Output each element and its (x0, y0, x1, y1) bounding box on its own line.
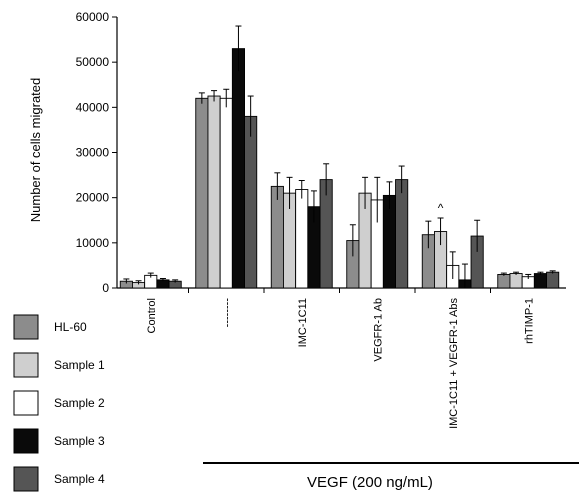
error-bar-sample-4-control (172, 279, 179, 283)
legend-label: HL-60 (54, 320, 87, 334)
error-bar-hl-60-rhtimp-1 (500, 272, 507, 276)
legend-swatch (13, 390, 39, 416)
chart-legend: HL-60 Sample 1 Sample 2 Sample 3 Sample 4 (13, 314, 105, 492)
chart-bars (119, 25, 560, 289)
legend-item-sample-1: Sample 1 (13, 352, 105, 378)
error-bar-hl-60-imc-1c11-vegfr-1-abs (425, 220, 432, 249)
y-tick-label: 0 (102, 281, 109, 295)
chart-labels: Control -------- IMC-1C11 VEGFR-1 Ab IMC-1C1… (146, 201, 536, 429)
error-bar-sample-3-imc-1c11-vegfr-1-abs (461, 263, 468, 288)
error-bar-sample-3-control (159, 278, 166, 282)
legend-item-hl-60: HL-60 (13, 314, 87, 340)
bar-sample-3-blank (231, 48, 246, 289)
error-bar-sample-1-rhtimp-1 (513, 271, 520, 275)
y-tick-label: 20000 (76, 191, 110, 205)
error-bar-sample-2-imc-1c11-vegfr-1-abs (449, 251, 456, 279)
legend-label: Sample 1 (54, 358, 105, 372)
y-axis-label: Number of cells migrated (28, 78, 43, 223)
bar-sample-4-rhtimp-1 (546, 271, 560, 289)
bar-sample-1-blank (207, 95, 221, 289)
bar-sample-3-vegfr-1-ab (382, 194, 397, 289)
bar-hl-60-rhtimp-1 (497, 274, 511, 289)
bar-hl-60-blank (195, 97, 209, 289)
error-bar-sample-1-vegfr-1-ab (362, 176, 369, 209)
legend-item-sample-4: Sample 4 (13, 466, 105, 492)
error-bar-sample-2-blank (223, 88, 230, 108)
error-bar-hl-60-imc-1c11 (274, 172, 281, 200)
error-bar-hl-60-blank (198, 92, 205, 104)
error-bar-hl-60-control (123, 278, 130, 284)
bar-sample-3-rhtimp-1 (533, 273, 547, 289)
error-bar-sample-1-control (135, 280, 142, 285)
legend-item-sample-2: Sample 2 (13, 390, 105, 416)
x-tick-label-control: Control (146, 298, 158, 333)
bar-sample-4-vegfr-1-ab (395, 179, 409, 289)
error-bar-sample-3-imc-1c11 (310, 190, 317, 223)
bar-sample-2-blank (219, 97, 233, 289)
bar-sample-4-blank (244, 115, 258, 289)
y-tick-label: 60000 (76, 10, 110, 24)
y-tick-label: 50000 (76, 55, 110, 69)
y-tick-label: 30000 (76, 146, 110, 160)
x-tick-label-imc-1c11: IMC-1C11 (297, 298, 309, 347)
x-tick-label-vegfr-1-ab: VEGFR-1 Ab (372, 298, 384, 362)
error-bar-sample-4-vegfr-1-ab (398, 165, 405, 194)
error-bar-sample-1-imc-1c11 (286, 176, 293, 209)
error-bar-sample-4-imc-1c11 (323, 163, 330, 196)
error-bar-sample-3-blank (235, 25, 242, 72)
error-bar-sample-2-rhtimp-1 (525, 273, 532, 279)
error-bar-sample-1-imc-1c11-vegfr-1-abs (437, 217, 444, 246)
x-tick-label-rhtimp-1: rhTIMP-1 (523, 298, 535, 344)
error-bar-sample-2-vegfr-1-ab (374, 176, 381, 223)
significance-annotation: ^ (438, 201, 444, 215)
y-tick-label: 10000 (76, 236, 110, 250)
legend-swatch (13, 352, 39, 378)
legend-swatch (13, 314, 39, 340)
legend-label: Sample 3 (54, 434, 105, 448)
error-bar-sample-2-imc-1c11 (298, 180, 305, 199)
error-bar-sample-3-rhtimp-1 (537, 271, 544, 275)
x-tick-label-blank: -------- (221, 298, 233, 328)
error-bar-sample-2-control (147, 272, 154, 278)
x-tick-label-imc-1c11-vegfr-1-abs: IMC-1C11 + VEGFR-1 Abs (448, 298, 460, 429)
legend-swatch (13, 466, 39, 492)
bar-sample-4-imc-1c11 (319, 179, 333, 289)
y-tick-label: 40000 (76, 100, 110, 114)
error-bar-sample-3-vegfr-1-ab (386, 181, 393, 209)
legend-label: Sample 4 (54, 472, 105, 486)
vegf-bracket-label: VEGF (200 ng/mL) (307, 474, 433, 491)
error-bar-hl-60-vegfr-1-ab (349, 224, 356, 257)
error-bar-sample-4-rhtimp-1 (549, 270, 556, 274)
error-bar-sample-1-blank (211, 90, 218, 102)
chart-axes: 0 10000 20000 30000 40000 50000 60000 (76, 10, 566, 295)
error-bar-sample-4-imc-1c11-vegfr-1-abs (474, 219, 481, 252)
error-bar-sample-4-blank (247, 95, 254, 137)
bar-hl-60-imc-1c11 (270, 185, 284, 289)
bar-sample-1-rhtimp-1 (509, 273, 523, 289)
bar-sample-2-imc-1c11 (295, 189, 309, 289)
legend-item-sample-3: Sample 3 (13, 428, 105, 454)
legend-label: Sample 2 (54, 396, 105, 410)
legend-swatch (13, 428, 39, 454)
